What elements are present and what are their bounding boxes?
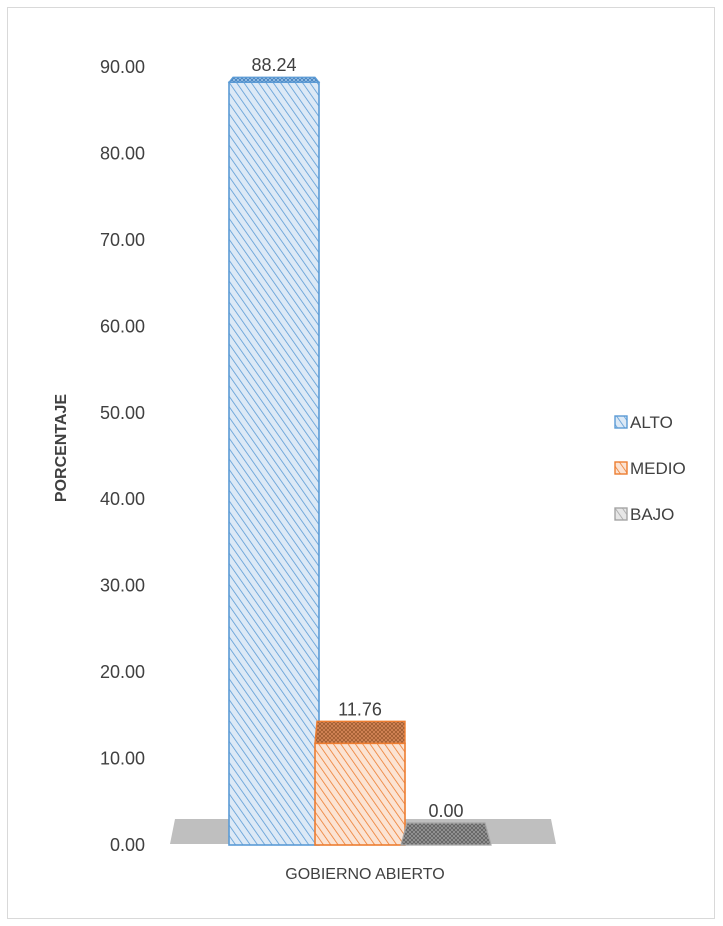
data-label-medio: 11.76: [338, 699, 382, 719]
chart-frame: 0.00 10.00 20.00 30.00 40.00 50.00 60.00 70.00 8…: [7, 7, 715, 919]
y-tick-label: 80.00: [100, 143, 145, 163]
data-label-bajo: 0.00: [428, 801, 463, 821]
y-tick-label: 10.00: [100, 749, 145, 769]
y-axis-ticks: 0.00 10.00 20.00 30.00 40.00 50.00 60.00 70.00 8…: [100, 57, 145, 855]
legend-label-bajo: BAJO: [630, 505, 674, 524]
bar-alto: [228, 81, 320, 846]
y-tick-label: 70.00: [100, 230, 145, 250]
bar-top-bajo: [400, 822, 492, 846]
legend-swatch-medio: [614, 461, 628, 475]
bar-top-medio: [314, 720, 406, 745]
legend-label-medio: MEDIO: [630, 459, 686, 478]
data-label-alto: 88.24: [251, 55, 296, 75]
y-tick-label: 60.00: [100, 316, 145, 336]
y-axis-title: PORCENTAJE: [53, 394, 70, 502]
y-tick-label: 40.00: [100, 489, 145, 509]
bar-medio: [314, 742, 406, 846]
bars-group: [227, 76, 492, 846]
y-tick-label: 20.00: [100, 662, 145, 682]
legend-swatch-alto: [614, 415, 628, 429]
y-tick-label: 90.00: [100, 57, 145, 77]
legend-label-alto: ALTO: [630, 413, 673, 432]
bar-chart: 0.00 10.00 20.00 30.00 40.00 50.00 60.00 70.00 8…: [53, 55, 686, 883]
y-tick-label: 0.00: [110, 835, 145, 855]
legend-swatch-bajo: [614, 507, 628, 521]
y-tick-label: 30.00: [100, 576, 145, 596]
bar-top-alto: [227, 76, 321, 83]
legend: ALTO MEDIO BAJO: [614, 413, 686, 524]
x-category-label: GOBIERNO ABIERTO: [285, 866, 444, 883]
y-tick-label: 50.00: [100, 403, 145, 423]
data-labels-group: 88.24 11.76 0.00: [251, 55, 463, 821]
